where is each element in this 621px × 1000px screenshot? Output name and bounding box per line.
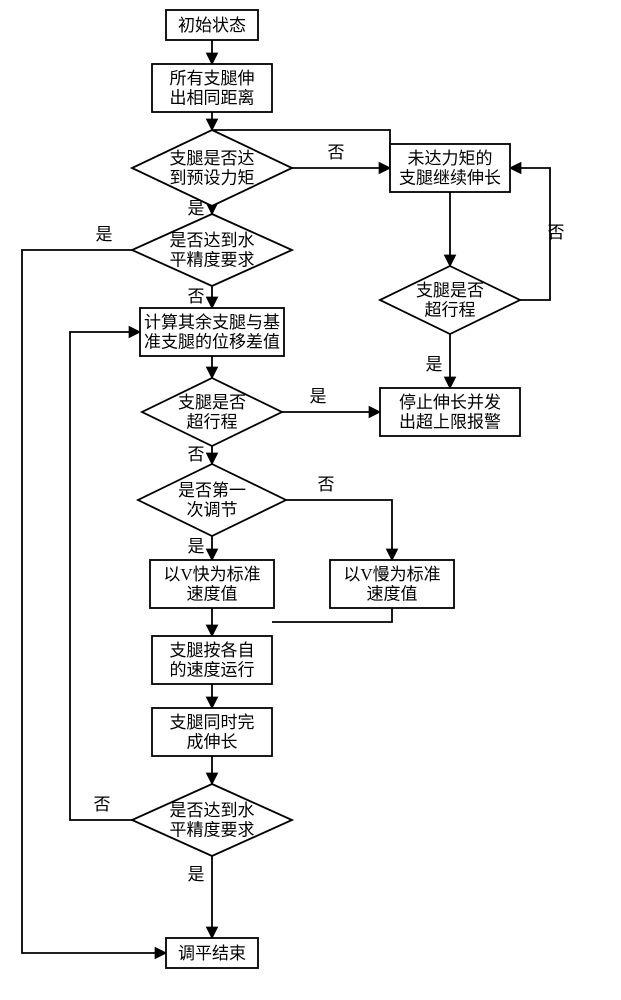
edge-label: 否 xyxy=(548,223,565,242)
svg-text:平精度要求: 平精度要求 xyxy=(170,821,255,840)
edge-label: 是 xyxy=(426,355,443,374)
svg-text:计算其余支腿与基: 计算其余支腿与基 xyxy=(144,313,280,332)
svg-text:是否第一: 是否第一 xyxy=(178,481,246,500)
svg-text:超行程: 超行程 xyxy=(425,301,476,320)
edge-label: 否 xyxy=(94,795,111,814)
svg-text:支腿是否达: 支腿是否达 xyxy=(170,149,255,168)
svg-text:支腿按各自: 支腿按各自 xyxy=(170,641,255,660)
svg-text:速度值: 速度值 xyxy=(367,585,418,604)
edge-label: 否 xyxy=(188,287,205,306)
svg-text:是否达到水: 是否达到水 xyxy=(170,231,255,250)
svg-text:以V慢为标准: 以V慢为标准 xyxy=(343,564,440,584)
edge-label: 否 xyxy=(188,445,205,464)
svg-text:调平结束: 调平结束 xyxy=(178,944,246,963)
svg-text:初始状态: 初始状态 xyxy=(178,16,246,35)
svg-text:准支腿的位移差值: 准支腿的位移差值 xyxy=(144,333,280,352)
edge-label: 是 xyxy=(188,865,205,884)
svg-text:平精度要求: 平精度要求 xyxy=(170,251,255,270)
svg-text:到预设力矩: 到预设力矩 xyxy=(170,169,255,188)
svg-text:出相同距离: 出相同距离 xyxy=(170,89,255,108)
flow-edge xyxy=(272,608,392,622)
svg-text:出超上限报警: 出超上限报警 xyxy=(399,413,501,432)
svg-text:成伸长: 成伸长 xyxy=(187,733,238,752)
flow-edge xyxy=(70,332,140,820)
svg-text:以V快为标准: 以V快为标准 xyxy=(163,565,260,584)
flow-edge xyxy=(286,500,392,560)
edge-label: 是 xyxy=(96,225,113,244)
svg-text:速度值: 速度值 xyxy=(187,585,238,604)
flow-edge xyxy=(510,168,550,300)
svg-text:次调节: 次调节 xyxy=(187,501,238,520)
svg-text:是否达到水: 是否达到水 xyxy=(170,801,255,820)
svg-text:支腿是否: 支腿是否 xyxy=(416,281,484,300)
svg-text:支腿同时完: 支腿同时完 xyxy=(170,713,255,732)
edge-label: 否 xyxy=(318,475,335,494)
svg-text:支腿继续伸长: 支腿继续伸长 xyxy=(399,169,501,188)
flowchart-canvas: 是否否是是否是否是是否否初始状态所有支腿伸出相同距离支腿是否达到预设力矩是否达到… xyxy=(0,0,621,1000)
svg-text:支腿是否: 支腿是否 xyxy=(178,393,246,412)
svg-text:超行程: 超行程 xyxy=(187,413,238,432)
edge-label: 是 xyxy=(188,537,205,556)
svg-text:所有支腿伸: 所有支腿伸 xyxy=(170,69,255,88)
edge-label: 是 xyxy=(310,387,327,406)
svg-text:未达力矩的: 未达力矩的 xyxy=(408,149,493,168)
edge-label: 否 xyxy=(328,143,345,162)
svg-text:停止伸长并发: 停止伸长并发 xyxy=(399,393,501,412)
svg-text:的速度运行: 的速度运行 xyxy=(170,661,255,680)
